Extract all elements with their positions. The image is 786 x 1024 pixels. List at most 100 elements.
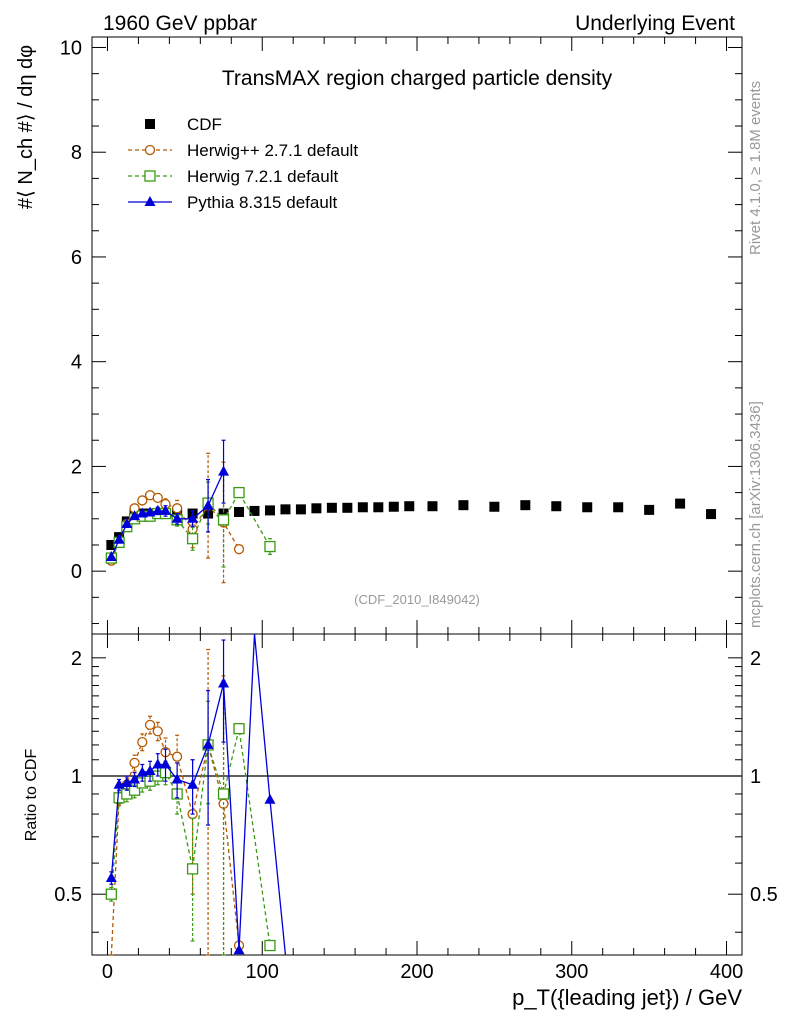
ratio-point (152, 726, 163, 737)
ratio-point (144, 719, 156, 730)
data-point (234, 506, 245, 517)
ratio-point (202, 738, 214, 749)
ratio-ytick-label: 1 (71, 766, 82, 788)
ratio-ytick-label-right: 1 (750, 766, 761, 788)
main-ytick-label: 8 (71, 142, 82, 164)
rivet-label: Rivet 4.1.0, ≥ 1.8M events (747, 81, 764, 255)
xlabel: p_T({leading jet}) / GeV (512, 985, 742, 1010)
xtick-label: 400 (710, 961, 743, 983)
data-point (404, 501, 415, 512)
data-point (136, 507, 148, 518)
ratio-ytick-label: 2 (71, 648, 82, 670)
data-point (613, 502, 624, 513)
data-point (520, 500, 531, 511)
data-point (105, 551, 117, 562)
ratio-point (217, 788, 230, 800)
ratio-point (105, 888, 117, 900)
data-point (233, 486, 245, 499)
ratio-series-pythia (105, 633, 287, 956)
xtick-label: 100 (246, 961, 279, 983)
ratio-frame (91, 633, 743, 956)
data-point (187, 512, 199, 523)
header-left: 1960 GeV ppbar (103, 12, 257, 35)
data-point (427, 501, 438, 512)
ratio-ticks: 0.5 0.5 1 1 2 2 0 100 200 300 400 (54, 634, 778, 983)
main-ytick-label: 2 (71, 456, 82, 478)
data-point (113, 533, 125, 544)
data-point (217, 514, 230, 526)
data-point (373, 502, 384, 513)
data-point (551, 501, 562, 512)
main-ytick-label: 4 (71, 352, 82, 374)
data-point (218, 465, 230, 476)
data-point (233, 544, 245, 555)
legend: CDF Herwig++ 2.7.1 default Herwig 7.2.1 de… (128, 115, 358, 212)
data-point (152, 504, 164, 515)
series-pythia (105, 439, 230, 562)
ratio-point (187, 778, 199, 789)
ratio-point (137, 736, 148, 748)
legend-label: CDF (187, 115, 222, 134)
data-point (264, 505, 275, 516)
ratio-point (144, 764, 156, 775)
ratio-point (218, 677, 230, 688)
xtick-label: 300 (555, 961, 588, 983)
data-point (326, 502, 337, 513)
data-point (171, 512, 183, 523)
data-point (295, 504, 306, 515)
main-ticks: 0 2 4 6 8 10 (60, 37, 742, 634)
legend-item-herwigpp: Herwig++ 2.7.1 default (128, 141, 358, 160)
data-point (152, 492, 163, 503)
legend-marker (144, 196, 156, 206)
legend-marker (144, 170, 156, 182)
ratio-point (264, 939, 276, 952)
main-ytick-label: 0 (71, 561, 82, 583)
legend-label: Herwig++ 2.7.1 default (187, 141, 358, 160)
data-point (202, 499, 214, 510)
data-point (218, 508, 229, 519)
data-point (458, 500, 469, 511)
main-series (105, 439, 717, 584)
data-point (388, 501, 399, 512)
data-point (106, 539, 117, 550)
legend-item-cdf: CDF (145, 115, 222, 134)
data-point (644, 504, 655, 515)
xtick-label: 200 (400, 961, 433, 983)
legend-label: Herwig 7.2.1 default (187, 167, 338, 186)
ratio-point (129, 773, 141, 784)
legend-item-pythia: Pythia 8.315 default (128, 193, 338, 212)
ratio-point (171, 773, 183, 784)
data-point (121, 518, 133, 529)
ratio-ytick-label-right: 0.5 (750, 884, 778, 906)
main-panel: 0 2 4 6 8 10 TransMAX region charged particle… (15, 36, 743, 635)
data-point (137, 495, 148, 506)
data-point (280, 504, 291, 515)
ratio-point (160, 758, 172, 769)
ratio-point (186, 863, 199, 875)
data-point (342, 502, 353, 513)
legend-item-herwig7: Herwig 7.2.1 default (128, 167, 338, 186)
ratio-point (152, 758, 164, 769)
ratio-series (105, 633, 287, 956)
main-ylabel: #⟨ N_ch #⟩ / dη dφ (15, 45, 37, 209)
data-point (489, 501, 500, 512)
legend-label: Pythia 8.315 default (187, 193, 338, 212)
data-point (171, 503, 183, 514)
analysis-label: (CDF_2010_I849042) (354, 592, 480, 607)
main-title: TransMAX region charged particle density (222, 67, 613, 90)
ratio-ytick-label: 0.5 (54, 884, 82, 906)
ratio-ylabel: Ratio to CDF (23, 749, 40, 842)
ratio-point (129, 757, 140, 769)
ratio-ytick-label-right: 2 (750, 648, 761, 670)
data-point (160, 504, 172, 515)
mcplots-label: mcplots.cern.ch [arXiv:1306.3436] (747, 401, 764, 628)
xtick-label: 0 (102, 961, 113, 983)
ratio-point (121, 776, 133, 787)
legend-marker (144, 144, 156, 156)
ratio-point (171, 751, 183, 762)
data-point (186, 533, 199, 545)
data-point (129, 510, 141, 521)
legend-marker (145, 119, 155, 129)
data-point (311, 503, 322, 514)
